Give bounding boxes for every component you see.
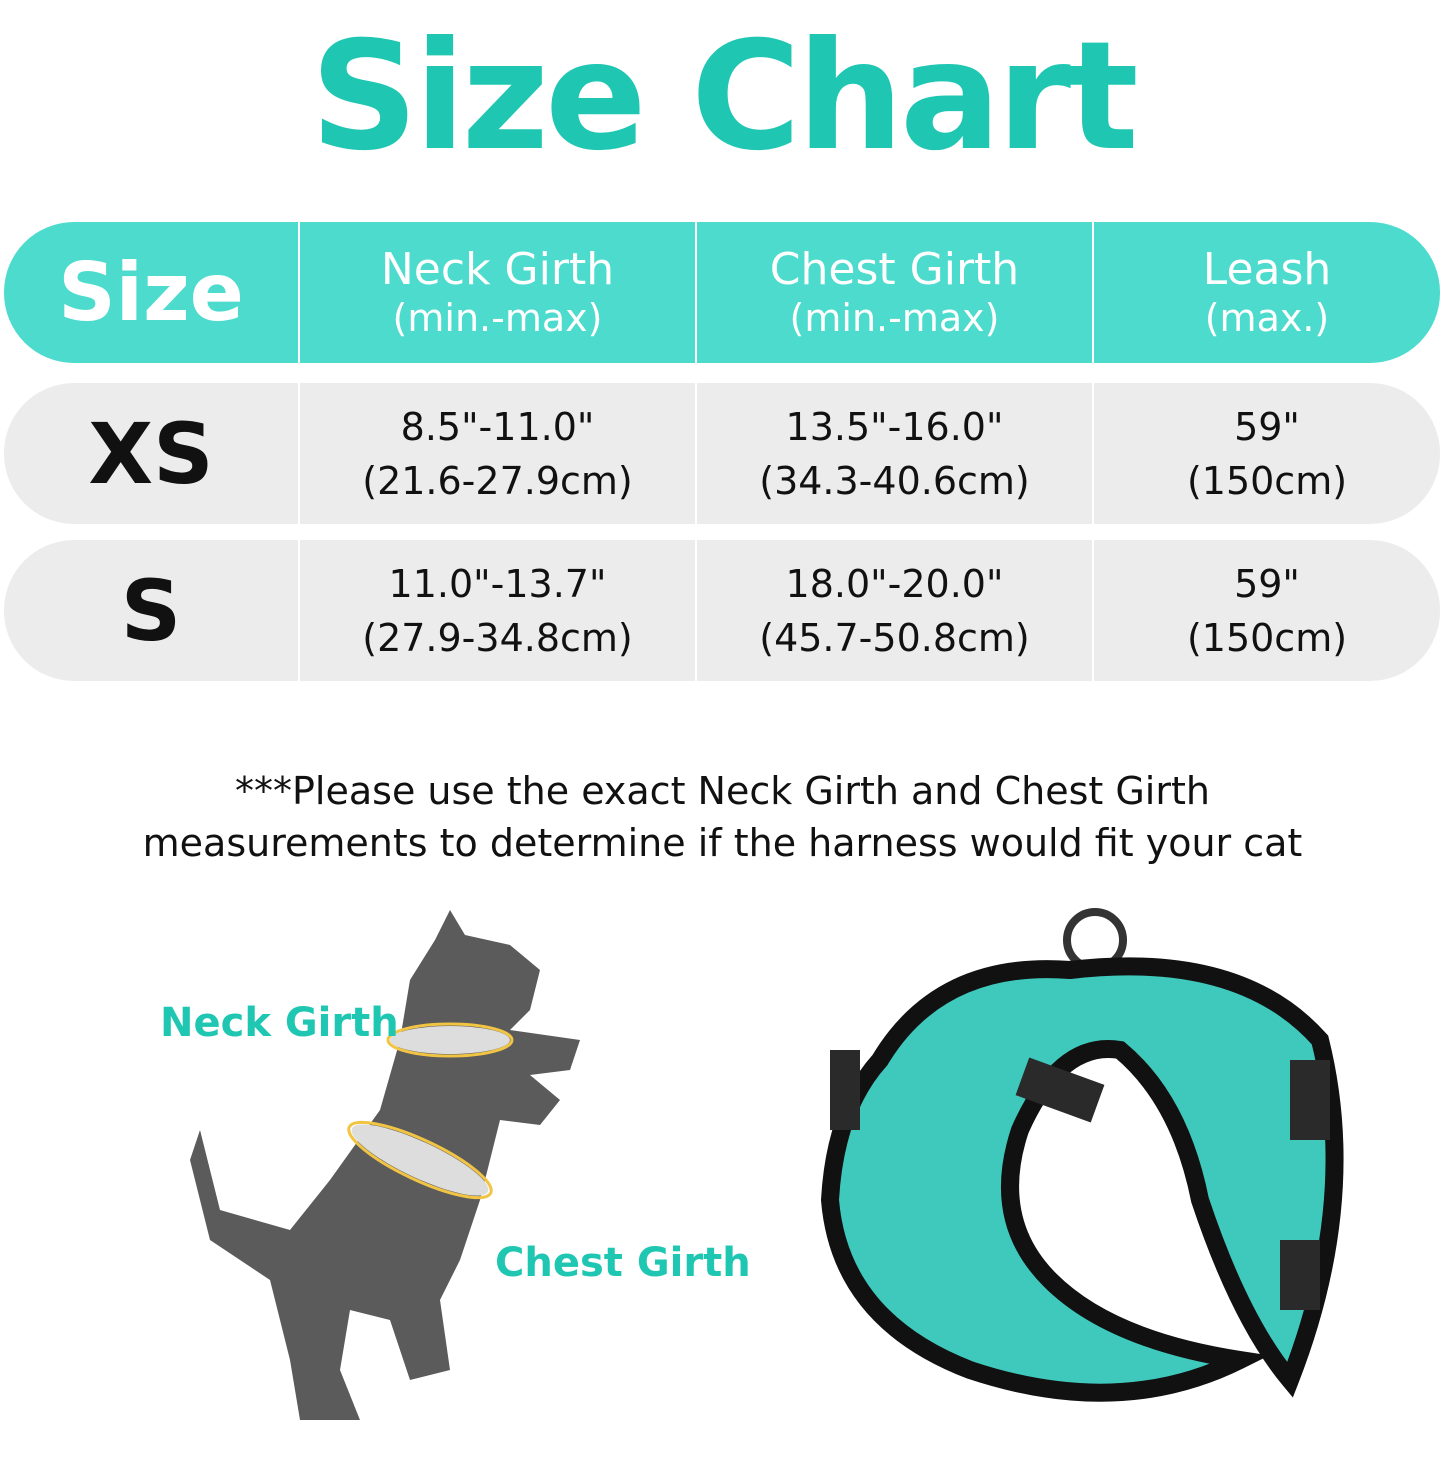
- table-row: XS 8.5"-11.0" (21.6-27.9cm) 13.5"-16.0" (3…: [4, 383, 1440, 524]
- fit-note: ***Please use the exact Neck Girth and C…: [0, 765, 1445, 869]
- size-value: S: [120, 561, 182, 660]
- page-title: Size Chart: [310, 10, 1138, 184]
- header-neck: Neck Girth: [380, 243, 615, 295]
- chest-in: 13.5"-16.0": [785, 404, 1004, 449]
- note-line-1: ***Please use the exact Neck Girth and C…: [235, 769, 1210, 813]
- header-leash: Leash: [1202, 243, 1332, 295]
- chest-in: 18.0"-20.0": [785, 561, 1004, 606]
- table-row: S 11.0"-13.7" (27.9-34.8cm) 18.0"-20.0" (4…: [4, 540, 1440, 681]
- neck-in: 8.5"-11.0": [400, 404, 595, 449]
- neck-cm: (21.6-27.9cm): [362, 458, 633, 503]
- leash-in: 59": [1234, 561, 1300, 606]
- harness-image-icon: [820, 908, 1344, 1402]
- leash-cm: (150cm): [1186, 615, 1348, 660]
- header-chest: Chest Girth: [769, 243, 1020, 295]
- header-leash-sub: (max.): [1204, 295, 1330, 340]
- size-value: XS: [88, 404, 214, 503]
- neck-girth-label: Neck Girth: [160, 1000, 399, 1046]
- chest-cm: (34.3-40.6cm): [759, 458, 1030, 503]
- chest-cm: (45.7-50.8cm): [759, 615, 1030, 660]
- neck-in: 11.0"-13.7": [388, 561, 607, 606]
- table-header: Size Neck Girth (min.-max) Chest Girth (mi…: [4, 222, 1440, 363]
- header-neck-sub: (min.-max): [392, 295, 603, 340]
- header-chest-sub: (min.-max): [789, 295, 1000, 340]
- cat-silhouette-icon: [190, 910, 580, 1420]
- leash-in: 59": [1234, 404, 1300, 449]
- header-size: Size: [58, 246, 244, 339]
- chest-girth-label: Chest Girth: [495, 1240, 751, 1286]
- leash-cm: (150cm): [1186, 458, 1348, 503]
- note-line-2: measurements to determine if the harness…: [142, 821, 1303, 865]
- neck-cm: (27.9-34.8cm): [362, 615, 633, 660]
